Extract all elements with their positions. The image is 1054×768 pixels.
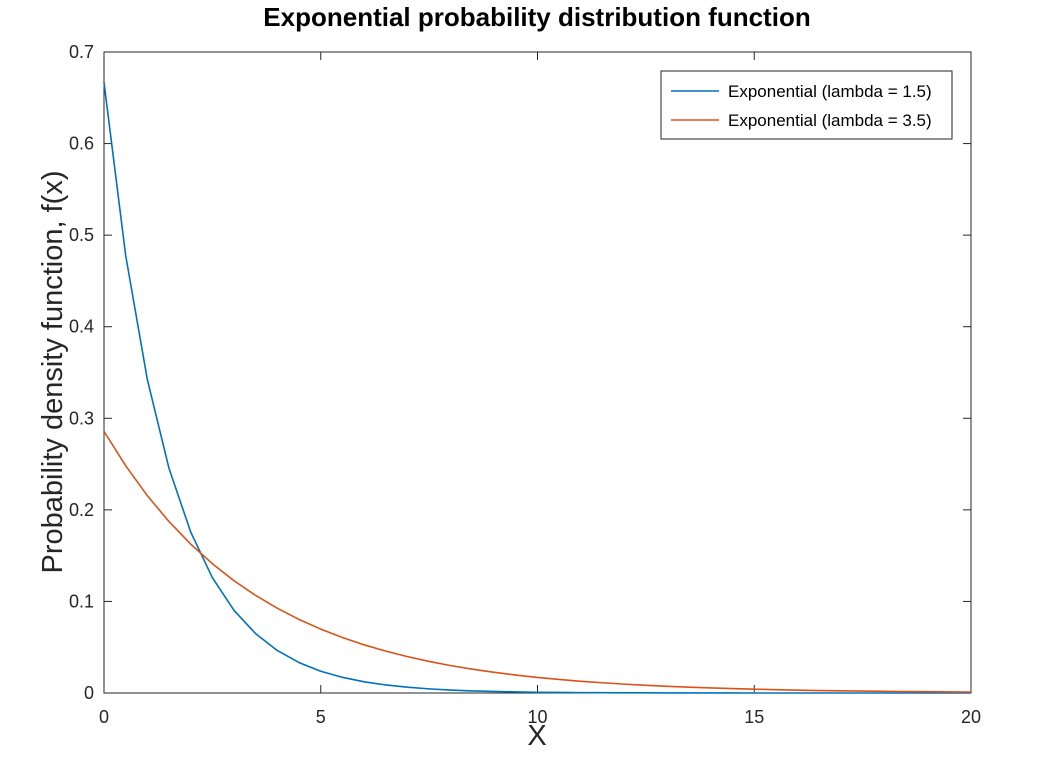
x-tick-label: 15: [744, 707, 764, 727]
x-tick-label: 5: [316, 707, 326, 727]
x-axis-label: X: [527, 720, 546, 752]
y-tick-label: 0.3: [69, 408, 94, 428]
y-tick-label: 0.4: [69, 317, 94, 337]
legend-label-series-1: Exponential (lambda = 1.5): [728, 82, 932, 101]
legend-label-series-2: Exponential (lambda = 3.5): [728, 111, 932, 130]
x-tick-label: 10: [527, 707, 547, 727]
y-axis-label: Probability density function, f(x): [37, 171, 69, 574]
x-tick-label: 0: [99, 707, 109, 727]
plot-area: [103, 51, 972, 694]
ticks-layer: 0 5 10 15 20 0 0.1 0.2 0.3 0.4 0.5 0.6 0.7: [69, 42, 981, 727]
y-tick-label: 0.2: [69, 500, 94, 520]
x-tick-label: 20: [961, 707, 981, 727]
y-tick-label: 0.6: [69, 134, 94, 154]
legend-box: [660, 70, 953, 140]
y-tick-label: 0: [84, 683, 94, 703]
y-tick-label: 0.1: [69, 591, 94, 611]
series-line-1: [103, 82, 971, 694]
series-line-2: [103, 430, 972, 693]
legend: Exponential (lambda = 1.5) Exponential (…: [660, 70, 953, 140]
lines-layer: [103, 82, 972, 694]
chart-title: Exponential probability distribution fun…: [263, 2, 810, 32]
y-tick-label: 0.5: [69, 225, 94, 245]
y-tick-label: 0.7: [69, 42, 94, 62]
